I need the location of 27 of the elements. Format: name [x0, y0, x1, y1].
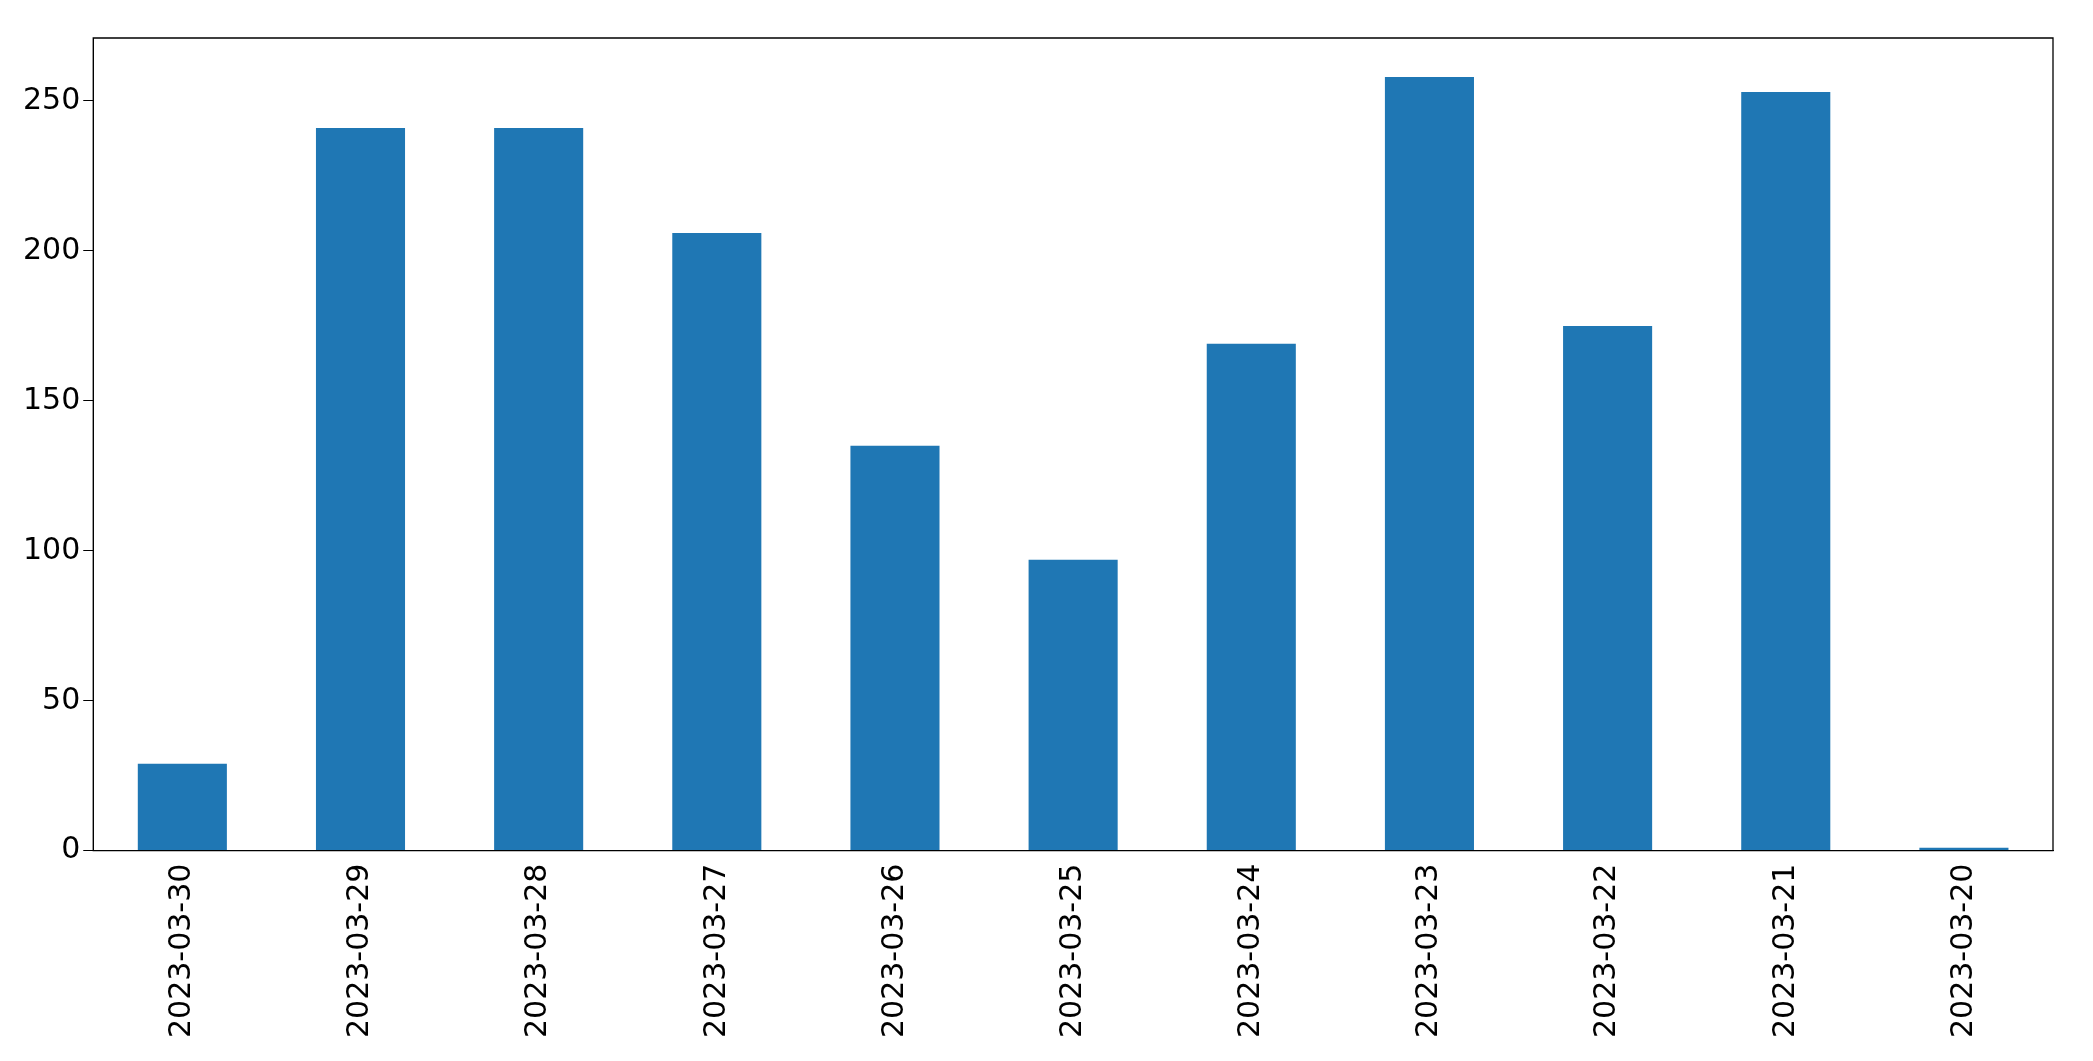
bar	[1563, 325, 1653, 851]
y-tick-label: 100	[23, 530, 81, 566]
x-tick-label: 2023-03-29	[340, 863, 376, 1039]
y-tick-label: 0	[61, 830, 81, 866]
x-tick-label: 2023-03-28	[518, 863, 554, 1039]
x-tick-label: 2023-03-23	[1409, 863, 1445, 1039]
y-tick-label: 150	[23, 380, 81, 416]
bar	[1028, 559, 1118, 851]
x-tick-label: 2023-03-25	[1052, 863, 1088, 1039]
bar	[137, 763, 227, 851]
bar	[1206, 343, 1296, 851]
bar	[1741, 91, 1831, 851]
x-tick-label: 2023-03-21	[1765, 863, 1801, 1039]
x-tick-label: 2023-03-20	[1943, 863, 1979, 1039]
y-tick-label: 50	[42, 680, 81, 716]
bar	[494, 127, 584, 851]
bar	[850, 445, 940, 851]
x-tick-label: 2023-03-26	[874, 863, 910, 1039]
x-tick-label: 2023-03-30	[162, 863, 198, 1039]
x-tick-label: 2023-03-22	[1587, 863, 1623, 1039]
bar	[1384, 76, 1474, 851]
bar	[672, 232, 762, 851]
x-tick-label: 2023-03-24	[1231, 863, 1267, 1039]
y-tick-label: 200	[23, 230, 81, 266]
y-tick-label: 250	[23, 80, 81, 116]
bar	[315, 127, 406, 851]
x-tick-label: 2023-03-27	[696, 863, 732, 1039]
